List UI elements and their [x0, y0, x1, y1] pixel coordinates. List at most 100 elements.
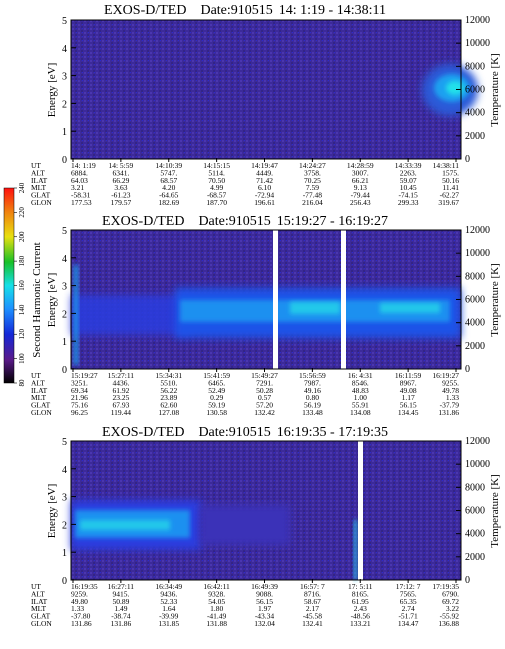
ephemeris-cell: 4.20: [162, 183, 175, 192]
ephemeris-cell: 14:28:59: [347, 161, 374, 170]
ephemeris-cell: 299.33: [398, 198, 419, 207]
ephemeris-cell: 14:24:27: [299, 161, 326, 170]
ytick-right-label: 0: [465, 575, 470, 586]
ephemeris-cell: 14:10:39: [155, 161, 182, 170]
ytick-right-label: 0: [465, 154, 470, 165]
panel-3-title: EXOS-D/TED Date:910515 16:19:35 - 17:19:35: [102, 425, 388, 440]
ephemeris-cell: 64.03: [71, 176, 88, 185]
panel-1: EXOS-D/TED Date:910515 14: 1:19 - 14:38:11…: [31, 3, 501, 207]
ephemeris-cell: 49.78: [442, 386, 459, 395]
panel-2-ylabel: Energy [eV]: [46, 273, 58, 327]
ephemeris-row-label: ILAT: [31, 176, 48, 185]
ephemeris-cell: 131.86: [71, 619, 92, 628]
ephemeris-cell: 8165.: [352, 589, 369, 598]
ephemeris-cell: -77.48: [303, 191, 323, 200]
panel-3: EXOS-D/TED Date:910515 16:19:35 - 17:19:35…: [31, 425, 501, 628]
ephemeris-row-label: UT: [31, 161, 41, 170]
ephemeris-cell: 70.25: [304, 176, 321, 185]
ytick-right-label: 4000: [465, 529, 485, 540]
colorbar-tick-label: 80: [18, 379, 26, 387]
ytick-label: 2: [62, 520, 67, 531]
ephemeris-cell: 65.35: [400, 597, 417, 606]
ytick-label: 0: [62, 155, 67, 166]
ephemeris-cell: 7291.: [256, 378, 273, 387]
ephemeris-cell: -48.56: [351, 612, 371, 621]
ephemeris-cell: 14:15:15: [203, 161, 230, 170]
ephemeris-cell: -61.23: [111, 191, 131, 200]
ephemeris-cell: 2.17: [306, 604, 319, 613]
ephemeris-cell: 54.05: [208, 597, 225, 606]
ephemeris-row-label: ILAT: [31, 597, 48, 606]
ytick-right-label: 0: [465, 364, 470, 375]
ephemeris-cell: -39.99: [159, 612, 179, 621]
ephemeris-cell: 14:33:39: [395, 161, 422, 170]
panel-1-ylabel-right: Temperature [K]: [489, 53, 501, 126]
ephemeris-cell: 16:11:59: [395, 371, 422, 380]
ephemeris-cell: 10.45: [400, 183, 417, 192]
ephemeris-cell: 9436.: [160, 589, 177, 598]
ephemeris-cell: 49.08: [400, 386, 417, 395]
ephemeris-cell: 52.33: [160, 597, 177, 606]
ephemeris-cell: 15:34:31: [155, 371, 182, 380]
ephemeris-cell: 15:27:11: [108, 371, 135, 380]
ephemeris-cell: 16:19:27: [432, 371, 459, 380]
colorbar-tick-label: 200: [18, 231, 26, 242]
ephemeris-cell: 1575.: [442, 168, 459, 177]
ephemeris-row-label: ALT: [31, 168, 45, 177]
ephemeris-cell: 16:34:49: [155, 582, 182, 591]
ephemeris-cell: -38.74: [111, 612, 131, 621]
ephemeris-row-label: ALT: [31, 378, 45, 387]
ephemeris-cell: 134.47: [398, 619, 419, 628]
ephemeris-cell: 96.25: [71, 408, 88, 417]
ephemeris-cell: 50.28: [256, 386, 273, 395]
colorbar: 80 100 120 140 160 180 200 220 240 Second Harmon…: [3, 182, 43, 387]
ephemeris-cell: 9259.: [71, 589, 88, 598]
ytick-right-label: 2000: [465, 552, 485, 563]
ephemeris-cell: 130.58: [206, 408, 227, 417]
panel-3-ylabel: Energy [eV]: [46, 484, 58, 538]
ephemeris-cell: 58.67: [304, 597, 321, 606]
colorbar-label: Second Harmonic Current: [31, 242, 43, 357]
ephemeris-cell: 59.07: [400, 176, 417, 185]
ephemeris-cell: -62.27: [440, 191, 460, 200]
ephemeris-cell: 68.57: [160, 176, 177, 185]
ephemeris-cell: 8967.: [400, 378, 417, 387]
ephemeris-cell: 67.93: [112, 401, 129, 410]
ephemeris-cell: 21.96: [71, 393, 88, 402]
ephemeris-cell: 11.41: [442, 183, 459, 192]
ephemeris-row-label: ALT: [31, 589, 45, 598]
ephemeris-cell: -58.31: [71, 191, 91, 200]
ephemeris-row-label: GLAT: [31, 191, 51, 200]
ephemeris-cell: 15:56:59: [299, 371, 326, 380]
ytick-label: 3: [62, 282, 67, 293]
ephemeris-cell: 3758.: [304, 168, 321, 177]
ephemeris-cell: 16:57: 7: [300, 582, 325, 591]
panel-1-ylabel: Energy [eV]: [46, 63, 58, 117]
ephemeris-cell: 69.72: [442, 597, 459, 606]
ephemeris-cell: -64.65: [159, 191, 179, 200]
ephemeris-cell: 9088.: [256, 589, 273, 598]
ephemeris-row-label: GLON: [31, 408, 52, 417]
ephemeris-cell: 17:19:35: [432, 582, 459, 591]
ytick-right-label: 2000: [465, 131, 485, 142]
panel-2-gap-1: [273, 230, 278, 369]
ephemeris-cell: 4.99: [210, 183, 223, 192]
ephemeris-cell: 49.16: [304, 386, 321, 395]
ephemeris-cell: 49.80: [71, 597, 88, 606]
ytick-right-label: 12000: [465, 436, 490, 447]
ytick-label: 3: [62, 72, 67, 83]
ephemeris-cell: 61.92: [112, 386, 129, 395]
ephemeris-cell: 15:19:27: [71, 371, 98, 380]
ephemeris-cell: 216.04: [302, 198, 323, 207]
panel-2: EXOS-D/TED Date:910515 15:19:27 - 16:19:27…: [31, 214, 501, 417]
colorbar-tick-label: 140: [18, 304, 26, 315]
ephemeris-cell: 59.19: [208, 401, 225, 410]
ephemeris-cell: 1.33: [71, 604, 84, 613]
ytick-label: 1: [62, 337, 67, 348]
colorbar-scale: [3, 187, 15, 384]
ephemeris-cell: 14: 1:19: [71, 161, 96, 170]
ephemeris-cell: 61.95: [352, 597, 369, 606]
ytick-right-label: 8000: [465, 271, 485, 282]
ephemeris-row-label: UT: [31, 582, 41, 591]
ephemeris-cell: 6.10: [258, 183, 271, 192]
